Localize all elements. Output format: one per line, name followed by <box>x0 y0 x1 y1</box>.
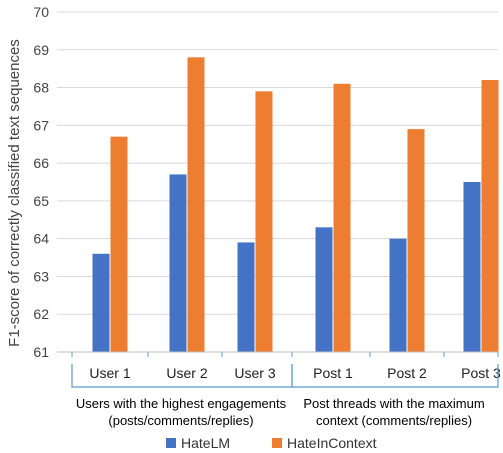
bar-hatelm-post-3 <box>463 182 481 352</box>
y-tick-label: 70 <box>33 4 49 20</box>
bars <box>92 57 499 353</box>
legend: HateLM HateInContext <box>166 435 377 451</box>
bar-hateincontext-user-1 <box>110 136 128 352</box>
group-label: context (comments/replies) <box>316 413 472 428</box>
y-tick-label: 64 <box>33 231 49 247</box>
bar-hatelm-user-2 <box>169 174 187 352</box>
category-label: User 2 <box>166 365 207 381</box>
y-tick-label: 69 <box>33 42 49 58</box>
y-tick-label: 61 <box>33 344 49 360</box>
axes: 61 62 63 64 65 66 67 68 69 70 User 1 User 2 User 3 Po… <box>33 4 501 428</box>
bar-hatelm-post-1 <box>315 227 333 352</box>
category-label: Post 1 <box>313 365 353 381</box>
bar-hateincontext-user-3 <box>255 91 273 352</box>
legend-label: HateInContext <box>287 435 377 451</box>
y-tick-label: 62 <box>33 306 49 322</box>
group-label: Users with the highest engagements <box>76 396 287 411</box>
bar-hateincontext-post-2 <box>407 129 425 352</box>
gridlines <box>57 11 498 353</box>
group-bracket <box>291 364 499 388</box>
bar-hateincontext-post-1 <box>333 83 351 353</box>
category-label: User 1 <box>89 365 130 381</box>
bar-hateincontext-user-2 <box>187 57 205 352</box>
legend-swatch-hateincontext <box>272 438 282 448</box>
legend-label: HateLM <box>181 435 230 451</box>
category-label: Post 3 <box>461 365 501 381</box>
bar-hatelm-post-2 <box>389 238 407 352</box>
legend-swatch-hatelm <box>166 438 176 448</box>
group-label: (posts/comments/replies) <box>108 413 253 428</box>
y-tick-label: 63 <box>33 268 49 284</box>
bar-hatelm-user-1 <box>92 253 110 352</box>
group-label: Post threads with the maximum <box>303 396 484 411</box>
y-tick-label: 68 <box>33 80 49 96</box>
y-tick-label: 65 <box>33 193 49 209</box>
category-label: Post 2 <box>387 365 427 381</box>
bar-hateincontext-post-3 <box>481 80 499 352</box>
category-label: User 3 <box>234 365 275 381</box>
bar-hatelm-user-3 <box>237 242 255 352</box>
y-tick-label: 67 <box>33 117 49 133</box>
y-axis-title: F1-score of correctly classified text se… <box>6 39 23 347</box>
y-tick-label: 66 <box>33 155 49 171</box>
